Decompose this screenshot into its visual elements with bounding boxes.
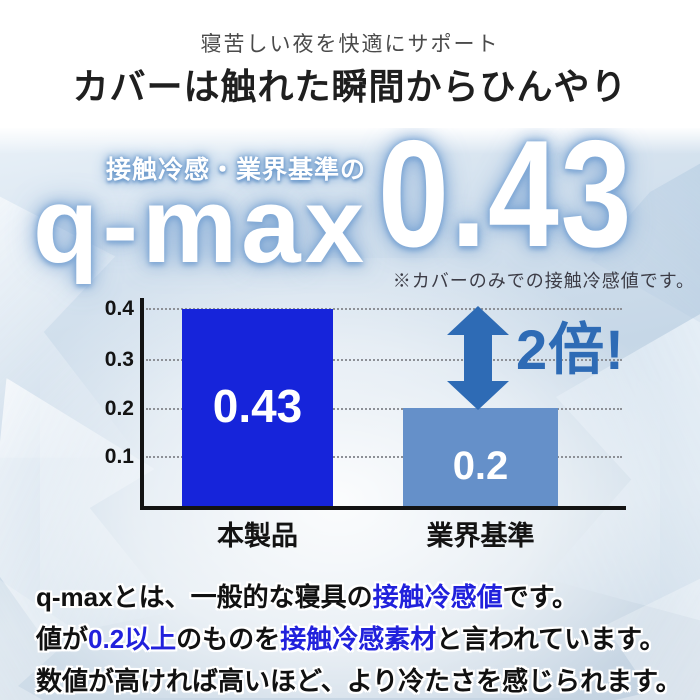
- page-title: カバーは触れた瞬間からひんやり: [72, 67, 628, 107]
- text-segment: と言われています。: [436, 624, 666, 654]
- bar-chart: 0.4 0.3 0.2 0.1 0.43 0.2 2倍! 本製品 業界基準: [0, 128, 700, 700]
- y-tick-label: 0.3: [104, 348, 134, 371]
- highlighted-text: 0.2以上: [88, 624, 177, 654]
- qmax-metric-name: q-max: [33, 165, 369, 285]
- bar-value-label: 0.2: [452, 444, 509, 488]
- subtitle: 寝苦しい夜を快適にサポート: [200, 32, 500, 56]
- gridline-0-4: [146, 308, 622, 310]
- y-axis-line: [140, 298, 144, 510]
- description-line-1: q-maxとは、一般的な寝具の接触冷感値です。: [36, 576, 696, 618]
- x-category-label-product: 本製品: [217, 521, 298, 551]
- x-axis-line: [140, 506, 626, 510]
- highlighted-text: 接触冷感素材: [280, 624, 437, 654]
- description-line-3: 数値が高ければ高いほど、より冷たさを感じられます。: [36, 660, 696, 700]
- double-arrow-icon: [447, 306, 509, 410]
- gridline-0-3: [146, 359, 622, 361]
- gridline-0-1: [146, 456, 622, 458]
- y-tick-label: 0.2: [104, 397, 134, 420]
- y-tick-label: 0.1: [104, 445, 134, 468]
- text-segment: のものを: [176, 624, 281, 654]
- header: 寝苦しい夜を快適にサポート カバーは触れた瞬間からひんやり: [0, 0, 700, 128]
- y-tick-label: 0.4: [104, 297, 134, 320]
- bar-industry-standard: 0.2: [403, 408, 558, 506]
- ratio-annotation: 2倍!: [516, 318, 625, 381]
- description-text: q-maxとは、一般的な寝具の接触冷感値です。 値が0.2以上のものを接触冷感素…: [36, 576, 696, 700]
- text-segment: q-maxとは、一般的な寝具の: [36, 582, 373, 612]
- top-fade: [0, 128, 700, 154]
- bar-product: 0.43: [182, 309, 333, 506]
- bar-value-label: 0.43: [212, 380, 303, 432]
- qmax-category-label: 接触冷感・業界基準の: [106, 156, 367, 184]
- icy-section: 接触冷感・業界基準の q-max 0.43 ※カバーのみでの接触冷感値です。 0…: [0, 128, 700, 700]
- highlighted-text: 接触冷感値: [372, 582, 503, 612]
- text-segment: です。: [502, 582, 579, 612]
- text-segment: 数値が高ければ高いほど、より冷たさを感じられます。: [36, 666, 682, 696]
- text-segment: 値が: [36, 624, 89, 654]
- gridline-0-2: [146, 408, 622, 410]
- description-line-2: 値が0.2以上のものを接触冷感素材と言われています。: [36, 618, 696, 660]
- x-category-label-industry: 業界基準: [426, 521, 535, 551]
- qmax-metric-value: 0.43: [378, 128, 634, 279]
- qmax-note: ※カバーのみでの接触冷感値です。: [392, 271, 695, 291]
